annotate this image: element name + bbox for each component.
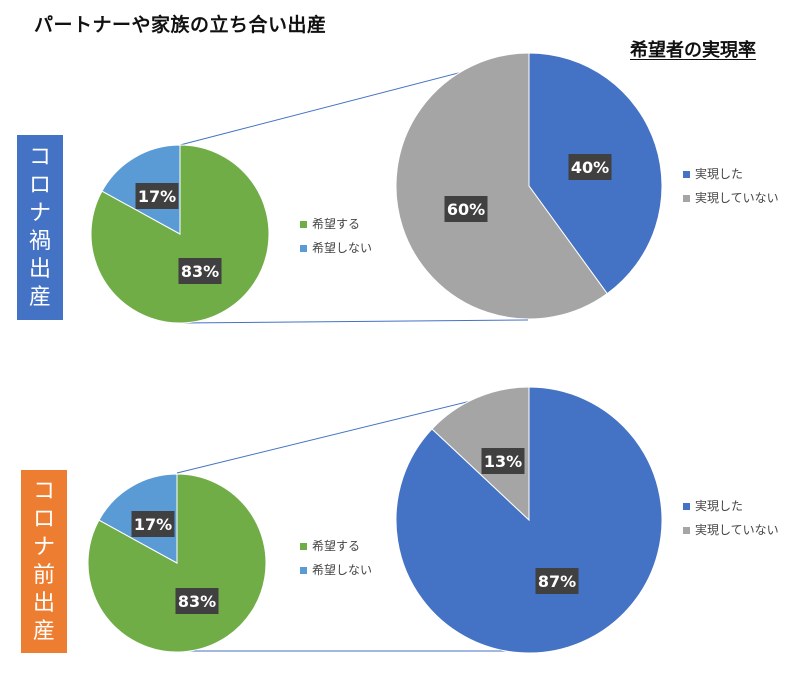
bottom-large-pie-data-label-1: 13% — [484, 452, 522, 471]
bottom-small-pie-data-label-1-box — [131, 511, 175, 537]
top-small-legend-legend-item-0: 希望する — [312, 216, 360, 231]
top-small-pie-data-label-1: 17% — [138, 187, 176, 206]
bottom-large-pie-data-label-0: 87% — [538, 572, 576, 591]
bottom-small-pie-data-label-0-box — [175, 588, 219, 614]
top-small-pie-data-label-1-box — [135, 183, 179, 209]
top-large-legend-legend-swatch-1 — [683, 195, 690, 202]
bottom-small-legend-legend-swatch-1 — [300, 567, 307, 574]
top-small-pie-data-label-0: 83% — [181, 262, 219, 281]
bottom-large-legend-legend-swatch-0 — [683, 503, 690, 510]
bottom-large-legend-legend-swatch-1 — [683, 527, 690, 534]
bottom-small-pie-data-label-1: 17% — [134, 515, 172, 534]
top-large-pie-slice-1 — [395, 52, 608, 320]
top-small-legend-legend-item-1: 希望しない — [312, 240, 372, 255]
top-large-pie-data-label-0: 40% — [571, 158, 609, 177]
bottom-large-legend-legend-item-0: 実現した — [695, 498, 743, 513]
bottom-small-legend-legend-item-1: 希望しない — [312, 562, 372, 577]
top-large-legend-legend-item-0: 実現した — [695, 166, 743, 181]
top-small-legend-legend-swatch-0 — [300, 221, 307, 228]
top-connector-lower — [179, 319, 529, 324]
top-large-pie-data-label-1-box — [444, 196, 488, 222]
bottom-large-legend-legend-item-1: 実現していない — [695, 522, 779, 537]
bottom-small-pie-data-label-0: 83% — [178, 592, 216, 611]
group-label-covid: コロナ禍出産 — [17, 135, 63, 320]
top-large-pie-data-label-0-box — [568, 154, 612, 180]
group-label-before-covid: コロナ前出産 — [21, 470, 67, 653]
top-large-legend-legend-item-1: 実現していない — [695, 190, 779, 205]
bottom-small-legend-legend-item-0: 希望する — [312, 538, 360, 553]
bottom-large-pie-data-label-0-box — [535, 568, 579, 594]
bottom-large-pie-data-label-1-box — [481, 448, 525, 474]
main-title: パートナーや家族の立ち合い出産 — [34, 14, 327, 36]
top-small-pie-data-label-0-box — [178, 258, 222, 284]
sub-title: 希望者の実現率 — [630, 40, 756, 61]
top-large-legend-legend-swatch-0 — [683, 171, 690, 178]
bottom-small-legend-legend-swatch-0 — [300, 543, 307, 550]
bottom-large-pie-slice-1 — [431, 386, 530, 522]
top-large-pie-data-label-1: 60% — [447, 200, 485, 219]
top-small-legend-legend-swatch-1 — [300, 245, 307, 252]
